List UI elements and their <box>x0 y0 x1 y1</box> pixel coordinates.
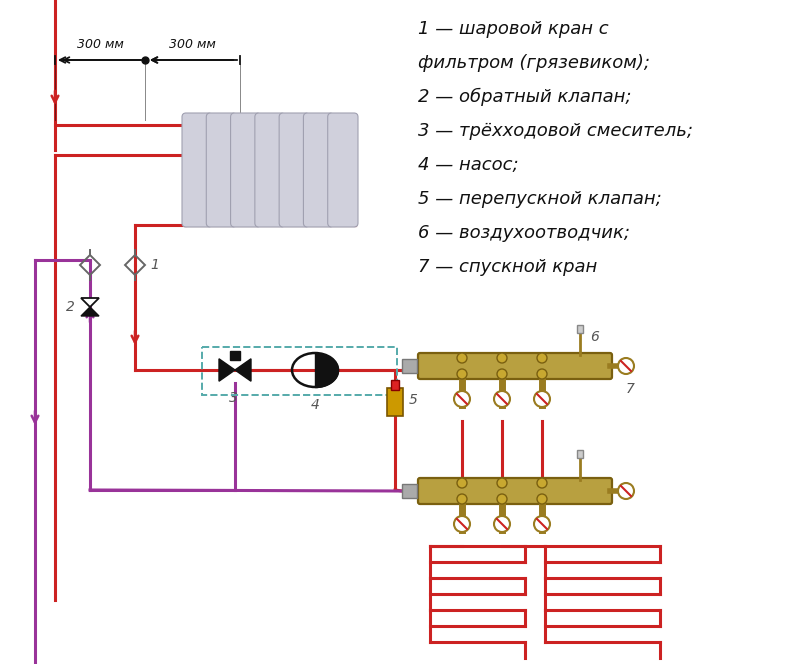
Text: 300 мм: 300 мм <box>169 38 215 51</box>
Text: 4: 4 <box>311 398 320 412</box>
Circle shape <box>534 391 550 407</box>
Text: фильтром (грязевиком);: фильтром (грязевиком); <box>418 54 650 72</box>
Circle shape <box>497 369 507 379</box>
Text: 2: 2 <box>66 300 75 314</box>
Circle shape <box>457 369 467 379</box>
Text: 7 — спускной кран: 7 — спускной кран <box>418 258 597 276</box>
Polygon shape <box>235 359 251 381</box>
Text: 5 — перепускной клапан;: 5 — перепускной клапан; <box>418 190 662 208</box>
FancyBboxPatch shape <box>418 478 612 504</box>
Text: 2 — обратный клапан;: 2 — обратный клапан; <box>418 88 631 106</box>
Text: 1 — шаровой кран с: 1 — шаровой кран с <box>418 20 608 38</box>
Bar <box>387 388 403 416</box>
FancyBboxPatch shape <box>230 113 261 227</box>
FancyBboxPatch shape <box>182 113 212 227</box>
Text: 300 мм: 300 мм <box>77 38 123 51</box>
Circle shape <box>457 353 467 363</box>
Circle shape <box>494 391 510 407</box>
FancyBboxPatch shape <box>304 113 334 227</box>
Circle shape <box>497 494 507 504</box>
Polygon shape <box>81 307 99 316</box>
Text: 1: 1 <box>150 258 159 272</box>
Circle shape <box>537 369 547 379</box>
FancyBboxPatch shape <box>418 353 612 379</box>
Bar <box>577 325 583 333</box>
Circle shape <box>454 391 470 407</box>
Bar <box>230 351 240 360</box>
Circle shape <box>534 516 550 532</box>
Text: 5: 5 <box>409 393 418 407</box>
Polygon shape <box>219 359 235 381</box>
Circle shape <box>497 353 507 363</box>
Bar <box>202 347 397 395</box>
Text: 3: 3 <box>229 391 237 405</box>
Circle shape <box>497 478 507 488</box>
FancyBboxPatch shape <box>206 113 237 227</box>
Circle shape <box>618 483 634 499</box>
Circle shape <box>618 358 634 374</box>
FancyBboxPatch shape <box>327 113 358 227</box>
Text: 7: 7 <box>626 382 634 396</box>
Circle shape <box>457 494 467 504</box>
Circle shape <box>494 516 510 532</box>
Text: 6: 6 <box>590 330 599 344</box>
Text: 4 — насос;: 4 — насос; <box>418 156 518 174</box>
FancyBboxPatch shape <box>279 113 309 227</box>
Text: 3 — трёхходовой смеситель;: 3 — трёхходовой смеситель; <box>418 122 693 140</box>
Circle shape <box>537 478 547 488</box>
Bar <box>402 359 417 373</box>
Text: 6 — воздухоотводчик;: 6 — воздухоотводчик; <box>418 224 630 242</box>
Circle shape <box>537 353 547 363</box>
Bar <box>391 380 399 390</box>
Circle shape <box>454 516 470 532</box>
FancyBboxPatch shape <box>255 113 285 227</box>
Polygon shape <box>81 298 99 307</box>
Circle shape <box>457 478 467 488</box>
Bar <box>577 450 583 458</box>
Bar <box>402 484 417 498</box>
Circle shape <box>537 494 547 504</box>
